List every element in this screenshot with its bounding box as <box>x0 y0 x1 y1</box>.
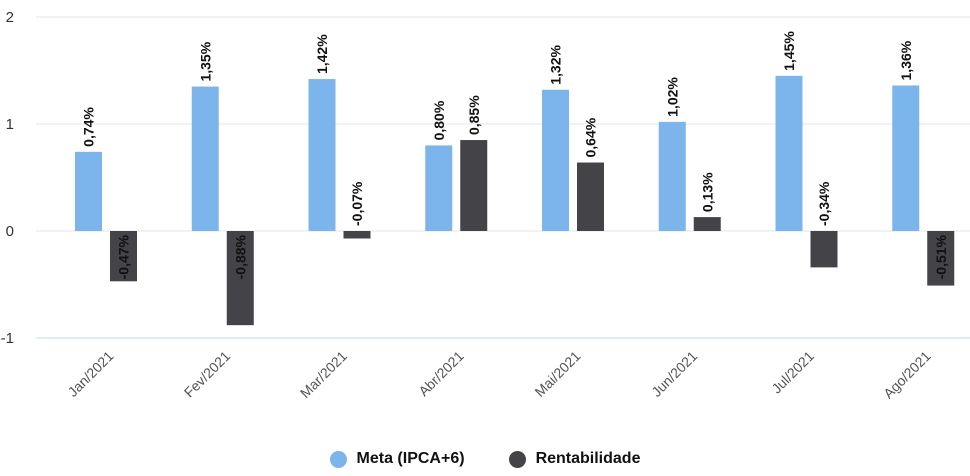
bar-rentabilidade <box>460 140 488 231</box>
data-label: 1,42% <box>314 34 330 74</box>
data-label: 0,80% <box>431 100 447 140</box>
x-tick-label: Jun/2021 <box>648 348 700 400</box>
bar-chart: 2 1 0 -1 0,74% -0,47% Jan/2021 1,35% -0,88% Fev/2… <box>1 9 970 402</box>
data-label: 0,85% <box>466 95 482 135</box>
bar-meta <box>75 151 102 231</box>
bar-meta <box>191 86 219 231</box>
legend-swatch-meta <box>329 450 347 468</box>
legend-item-meta[interactable]: Meta (IPCA+6) <box>329 450 465 468</box>
y-tick-label: 1 <box>6 116 14 133</box>
bar-meta <box>425 145 453 231</box>
data-label: -0,47% <box>116 234 132 279</box>
chart-legend: Meta (IPCA+6) Rentabilidade <box>0 450 970 468</box>
legend-label-meta: Meta (IPCA+6) <box>356 450 465 467</box>
bar-meta <box>775 75 803 231</box>
legend-item-rentabilidade[interactable]: Rentabilidade <box>508 450 641 468</box>
data-label: 1,02% <box>664 77 680 117</box>
x-tick-label: Abr/2021 <box>415 348 467 400</box>
data-label: -0,51% <box>933 234 949 279</box>
bar-meta <box>542 89 569 231</box>
legend-label-rentabilidade: Rentabilidade <box>535 450 641 467</box>
bar-meta <box>658 121 686 231</box>
bar-rentabilidade <box>226 231 254 326</box>
legend-swatch-rentabilidade <box>508 450 526 468</box>
bar-meta <box>892 85 920 231</box>
y-tick-label: 2 <box>6 9 14 26</box>
x-tick-label: Jul/2021 <box>768 348 817 397</box>
x-tick-label: Ago/2021 <box>880 348 934 402</box>
data-label: -0,88% <box>232 234 248 279</box>
data-label: 1,35% <box>197 41 213 81</box>
x-tick-label: Mai/2021 <box>531 348 583 400</box>
data-label: 0,64% <box>583 117 599 157</box>
x-tick-label: Jan/2021 <box>64 348 116 400</box>
bar-meta <box>308 79 336 231</box>
bar-rentabilidade <box>693 217 721 231</box>
y-tick-label: -1 <box>1 330 14 347</box>
bar-rentabilidade <box>810 231 838 268</box>
bar-rentabilidade <box>577 162 604 231</box>
bar-rentabilidade <box>343 231 371 239</box>
bar-rentabilidade <box>927 231 955 286</box>
data-label: 0,13% <box>699 172 715 212</box>
data-label: 0,74% <box>81 107 97 147</box>
data-label: -0,34% <box>816 181 832 226</box>
data-label: 1,45% <box>781 31 797 71</box>
data-label: 1,32% <box>548 45 564 85</box>
data-label: -0,07% <box>349 181 365 226</box>
y-tick-label: 0 <box>6 223 14 240</box>
x-tick-label: Fev/2021 <box>181 348 234 401</box>
data-label: 1,36% <box>898 40 914 80</box>
x-tick-label: Mar/2021 <box>297 348 350 401</box>
bar-rentabilidade <box>110 231 137 282</box>
